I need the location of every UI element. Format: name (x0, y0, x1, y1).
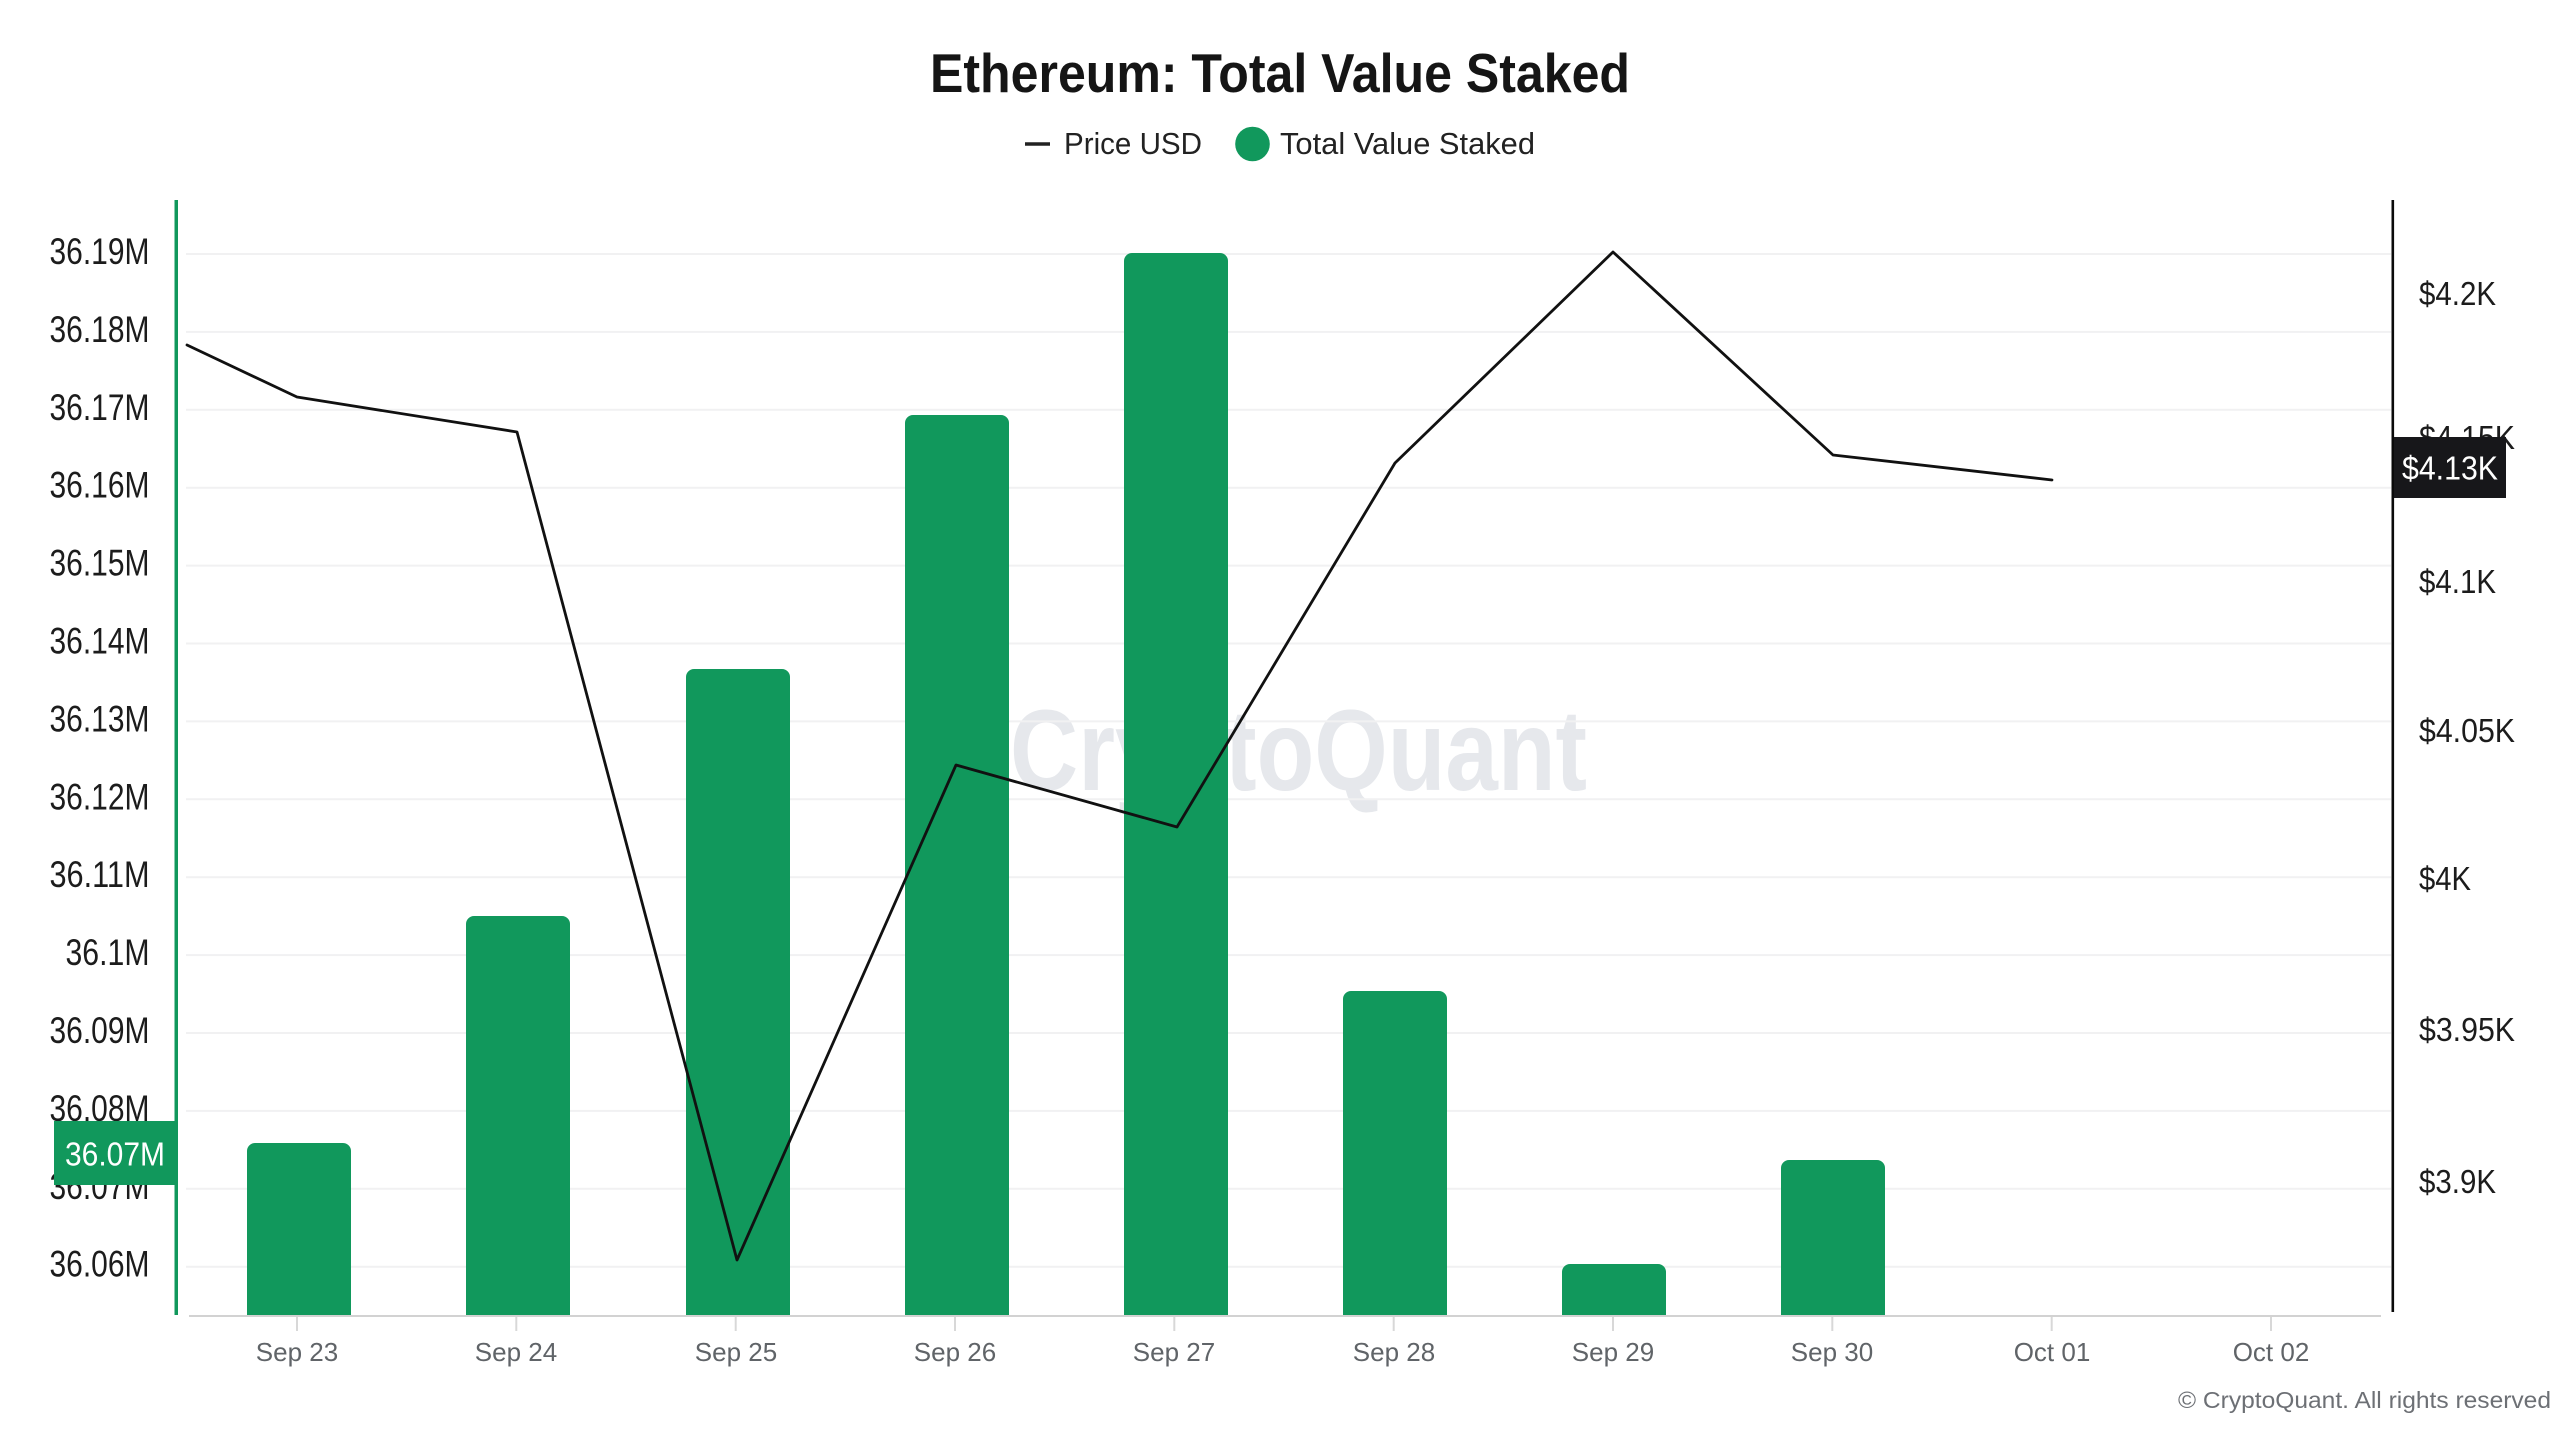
svg-text:Sep 23: Sep 23 (256, 1337, 338, 1367)
svg-text:Oct 02: Oct 02 (2233, 1337, 2310, 1367)
svg-text:36.18M: 36.18M (50, 308, 150, 350)
svg-text:36.11M: 36.11M (50, 853, 150, 895)
svg-text:36.15M: 36.15M (50, 542, 150, 584)
svg-text:$3.95K: $3.95K (2419, 1012, 2515, 1049)
svg-text:36.17M: 36.17M (50, 386, 150, 428)
svg-text:Ethereum: Total Value Staked: Ethereum: Total Value Staked (930, 42, 1630, 104)
svg-text:36.06M: 36.06M (50, 1243, 150, 1285)
svg-text:$4.1K: $4.1K (2419, 564, 2496, 601)
svg-text:$4K: $4K (2419, 861, 2471, 898)
svg-text:Sep 24: Sep 24 (475, 1337, 557, 1367)
svg-text:CryptoQuant: CryptoQuant (1010, 687, 1587, 815)
svg-text:36.1M: 36.1M (66, 931, 150, 973)
svg-text:36.14M: 36.14M (50, 620, 150, 662)
svg-text:Sep 30: Sep 30 (1791, 1337, 1873, 1367)
svg-text:36.19M: 36.19M (50, 230, 150, 272)
svg-text:$4.2K: $4.2K (2419, 276, 2496, 313)
svg-text:$4.13K: $4.13K (2402, 451, 2498, 488)
svg-text:36.07M: 36.07M (65, 1137, 165, 1174)
svg-text:Sep 28: Sep 28 (1353, 1337, 1435, 1367)
svg-text:Price USD: Price USD (1064, 126, 1202, 161)
svg-text:Sep 27: Sep 27 (1133, 1337, 1215, 1367)
svg-text:Sep 29: Sep 29 (1572, 1337, 1654, 1367)
svg-text:36.09M: 36.09M (50, 1009, 150, 1051)
svg-text:36.16M: 36.16M (50, 464, 150, 506)
svg-text:© CryptoQuant. All rights rese: © CryptoQuant. All rights reserved (2178, 1387, 2551, 1413)
svg-text:Sep 25: Sep 25 (695, 1337, 777, 1367)
svg-text:$4.05K: $4.05K (2419, 713, 2515, 750)
svg-text:Oct 01: Oct 01 (2014, 1337, 2091, 1367)
svg-text:Total Value Staked: Total Value Staked (1280, 126, 1535, 161)
svg-text:Sep 26: Sep 26 (914, 1337, 996, 1367)
svg-text:36.12M: 36.12M (50, 775, 150, 817)
svg-text:$3.9K: $3.9K (2419, 1164, 2496, 1201)
svg-text:36.13M: 36.13M (50, 697, 150, 739)
